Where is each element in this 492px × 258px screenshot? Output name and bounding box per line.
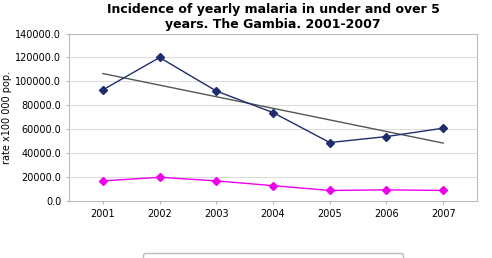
Legend: under 5, over 5, Lineal (under 5 ): under 5, over 5, Lineal (under 5 ) [143, 253, 403, 258]
Y-axis label: rate x100 000 pop.: rate x100 000 pop. [2, 71, 12, 164]
Title: Incidence of yearly malaria in under and over 5
years. The Gambia. 2001-2007: Incidence of yearly malaria in under and… [107, 3, 439, 31]
